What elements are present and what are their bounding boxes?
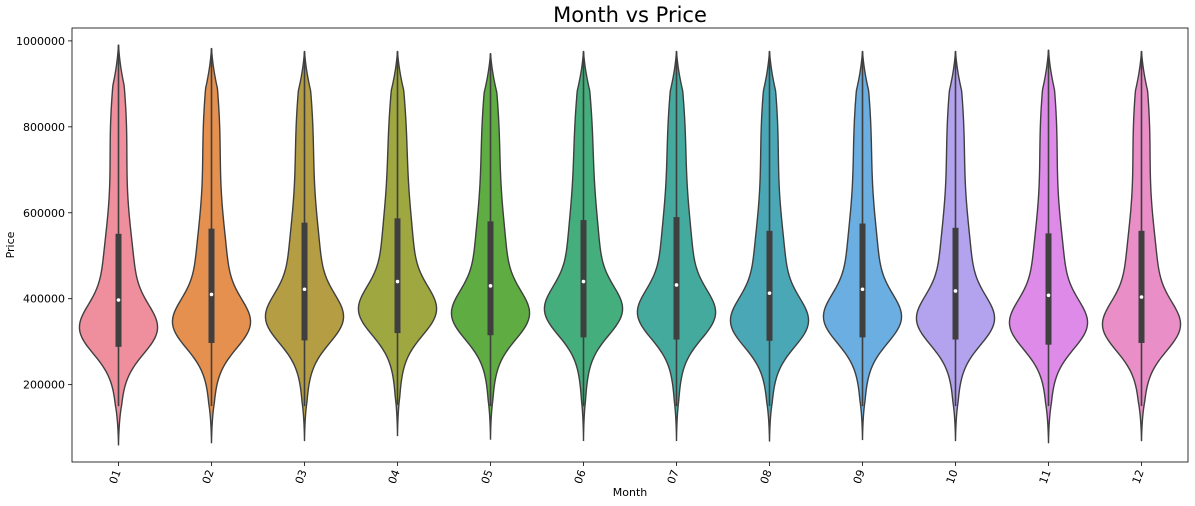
x-tick-label: 03 xyxy=(293,468,310,486)
x-tick-label: 05 xyxy=(479,468,496,486)
median-point-05 xyxy=(488,284,493,288)
chart-title: Month vs Price xyxy=(553,3,707,27)
iqr-box-11 xyxy=(1045,233,1052,345)
y-tick-label: 400000 xyxy=(23,293,65,306)
median-point-02 xyxy=(209,292,214,297)
median-point-09 xyxy=(860,287,865,292)
x-axis: 01 02 03 04 05 06 07 08 09 10 11 12 xyxy=(107,462,1147,486)
median-point-03 xyxy=(302,287,307,292)
iqr-box-05 xyxy=(487,221,494,336)
median-point-10 xyxy=(953,289,958,293)
x-tick-label: 04 xyxy=(386,468,403,486)
iqr-box-01 xyxy=(115,233,122,347)
x-tick-label: 12 xyxy=(1130,468,1147,486)
iqr-box-02 xyxy=(208,228,215,343)
x-axis-label: Month xyxy=(613,486,648,499)
x-tick-label: 09 xyxy=(851,468,868,486)
x-tick-label: 06 xyxy=(572,468,589,486)
iqr-box-09 xyxy=(859,223,866,338)
x-tick-label: 02 xyxy=(200,468,217,486)
iqr-box-04 xyxy=(394,218,401,334)
median-point-01 xyxy=(116,298,121,302)
x-tick-label: 08 xyxy=(758,468,775,486)
iqr-box-07 xyxy=(673,217,680,340)
iqr-box-10 xyxy=(952,227,959,340)
iqr-box-08 xyxy=(766,230,773,341)
median-point-07 xyxy=(674,283,679,287)
x-tick-label: 07 xyxy=(665,468,682,486)
x-tick-label: 10 xyxy=(944,468,961,486)
x-tick-label: 01 xyxy=(107,468,124,486)
y-tick-label: 600000 xyxy=(23,207,65,220)
iqr-box-03 xyxy=(301,222,308,341)
x-tick-label: 11 xyxy=(1037,468,1054,486)
y-axis-label: Price xyxy=(4,231,17,258)
median-point-11 xyxy=(1046,293,1051,298)
y-axis: 200000 400000 600000 800000 1000000 xyxy=(16,35,72,392)
median-point-08 xyxy=(767,291,772,295)
y-tick-label: 200000 xyxy=(23,379,65,392)
iqr-box-12 xyxy=(1138,230,1145,343)
plot-area-frame xyxy=(71,27,1189,463)
median-point-12 xyxy=(1139,295,1144,299)
median-point-04 xyxy=(395,279,400,284)
y-tick-label: 800000 xyxy=(23,121,65,134)
violins-group xyxy=(78,44,1182,446)
iqr-box-06 xyxy=(580,220,587,338)
y-tick-label: 1000000 xyxy=(16,35,65,48)
median-point-06 xyxy=(581,279,586,284)
